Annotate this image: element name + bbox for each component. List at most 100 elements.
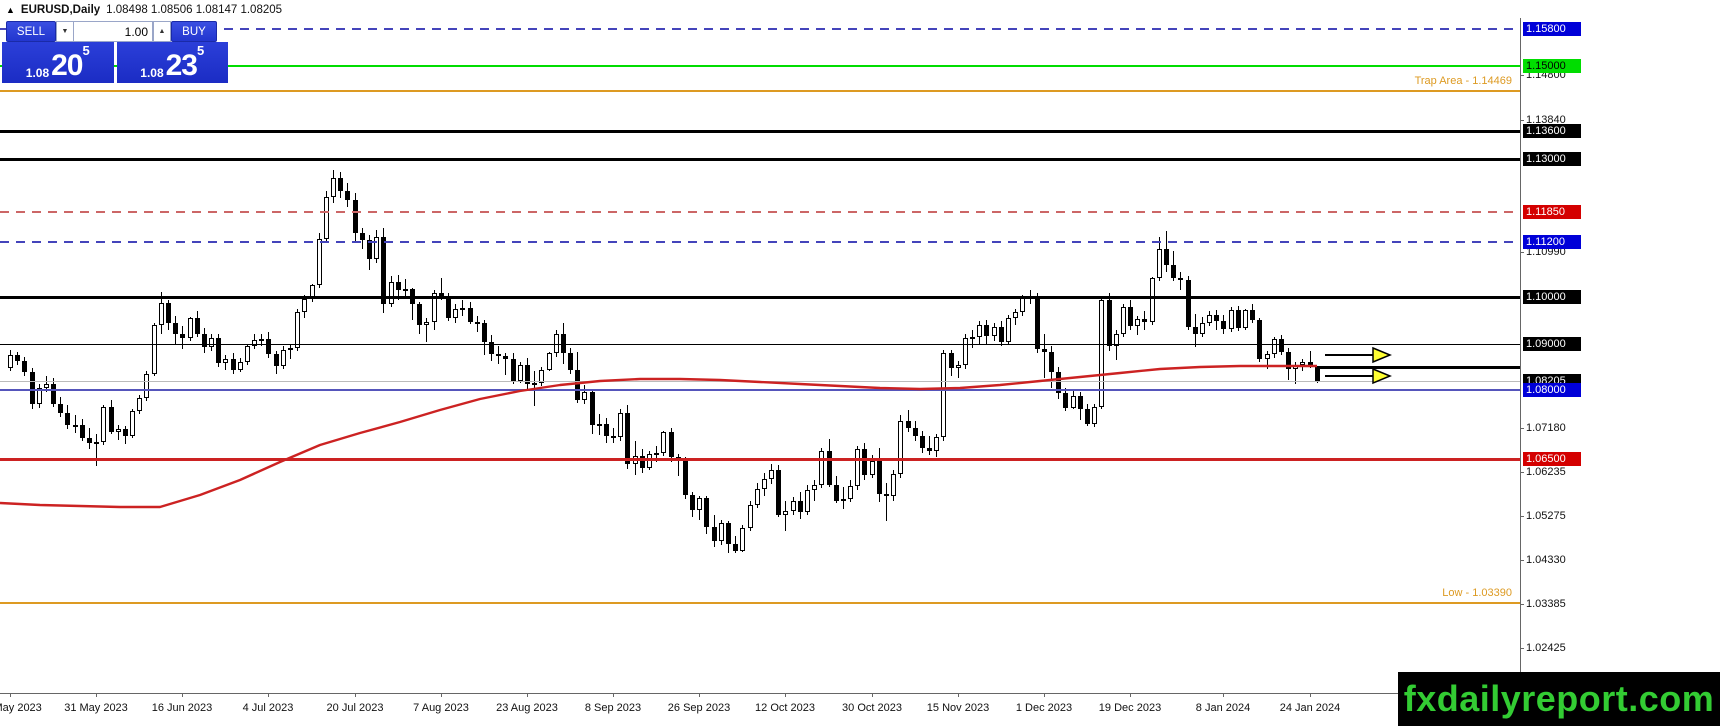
price-level-line[interactable] (0, 389, 1520, 391)
sell-price-sup: 5 (82, 43, 90, 58)
volume-increase-button[interactable]: ▲ (153, 21, 171, 42)
candle (1135, 319, 1140, 326)
price-tick-label: 1.03385 (1526, 598, 1566, 610)
buy-price-tile[interactable]: 1.08 23 5 (116, 42, 228, 83)
volume-decrease-button[interactable]: ▼ (56, 21, 74, 42)
candle (281, 350, 286, 366)
price-axis-line (1520, 18, 1521, 693)
price-level-line[interactable] (0, 130, 1520, 133)
date-tick-mark (872, 693, 873, 697)
date-tick-mark (10, 693, 11, 697)
candle (73, 425, 78, 427)
price-level-line[interactable] (0, 241, 1520, 243)
candle-wick (477, 316, 478, 332)
buy-price-prefix: 1.08 (140, 66, 164, 80)
candle (503, 356, 508, 359)
candle (223, 359, 228, 363)
candle (266, 339, 271, 354)
candle (1063, 393, 1068, 408)
candle (130, 411, 135, 436)
candle (906, 421, 911, 428)
candle (288, 348, 293, 350)
candle (209, 338, 214, 347)
candle (460, 308, 465, 310)
candle (783, 511, 788, 515)
date-tick-mark (785, 693, 786, 697)
price-tick-label: 1.06235 (1526, 466, 1566, 478)
price-level-line[interactable] (0, 602, 1520, 604)
price-level-badge: 1.09000 (1523, 337, 1581, 351)
date-tick-label: 4 Jul 2023 (242, 702, 294, 714)
candle (173, 323, 178, 334)
candle (295, 312, 300, 348)
candle (1171, 265, 1176, 278)
candle (1049, 352, 1054, 372)
candlestick-plot-area[interactable]: Trap Area - 1.14469 Low - 1.03390 (0, 0, 1520, 693)
candle-wick (972, 330, 973, 348)
price-tick-mark (1520, 120, 1524, 121)
candle (374, 237, 379, 259)
candle (870, 461, 875, 475)
candle (554, 334, 559, 353)
price-tick-mark (1520, 428, 1524, 429)
price-tick-label: 1.04330 (1526, 554, 1566, 566)
candle (1265, 354, 1270, 359)
candle (1214, 315, 1219, 321)
candle (862, 449, 867, 475)
candle (740, 528, 745, 551)
candle (827, 451, 832, 485)
price-level-line[interactable] (0, 28, 1520, 30)
candle (661, 432, 666, 453)
buy-button[interactable]: BUY (171, 21, 217, 42)
price-level-label: Low - 1.03390 (1442, 587, 1512, 599)
candle (496, 354, 501, 356)
candle (733, 544, 738, 551)
price-level-line[interactable] (0, 211, 1520, 213)
sell-price-tile[interactable]: 1.08 20 5 (2, 42, 114, 83)
candle (590, 392, 595, 425)
price-level-badge: 1.11200 (1523, 235, 1581, 249)
candle (834, 485, 839, 501)
support-ray-line[interactable] (1315, 366, 1520, 369)
candle (1279, 339, 1284, 352)
price-level-line[interactable] (0, 90, 1520, 92)
sell-price-big: 20 (51, 49, 83, 82)
sell-button[interactable]: SELL (6, 21, 56, 42)
candle (805, 490, 810, 512)
candle (963, 338, 968, 365)
price-level-line[interactable] (0, 65, 1520, 67)
candle (934, 437, 939, 451)
candle (748, 505, 753, 528)
candle (216, 338, 221, 363)
candle-wick (785, 501, 786, 531)
candle (755, 489, 760, 505)
candle (259, 339, 264, 341)
candle (345, 191, 350, 200)
price-level-line[interactable] (0, 458, 1520, 461)
candle (1013, 312, 1018, 318)
candle (625, 413, 630, 464)
overlay-graphics (0, 346, 1392, 509)
candle (123, 429, 128, 436)
candle (927, 448, 932, 451)
candle-wick (1044, 334, 1045, 378)
price-level-line[interactable] (0, 296, 1520, 299)
candle-wick (75, 415, 76, 433)
candle (776, 470, 781, 515)
price-level-badge: 1.11850 (1523, 205, 1581, 219)
price-level-line[interactable] (0, 344, 1520, 345)
candle (1128, 307, 1133, 326)
candle (468, 308, 473, 322)
candle-wick (426, 318, 427, 342)
date-tick-label: 26 Sep 2023 (667, 702, 731, 714)
candle-wick (814, 480, 815, 501)
date-tick-mark (355, 693, 356, 697)
candle (539, 370, 544, 383)
candle-wick (886, 483, 887, 521)
candle (1272, 339, 1277, 354)
price-level-line[interactable] (0, 158, 1520, 161)
candle (80, 425, 85, 438)
volume-input[interactable] (74, 21, 153, 42)
candle (697, 498, 702, 510)
candle (1006, 318, 1011, 342)
